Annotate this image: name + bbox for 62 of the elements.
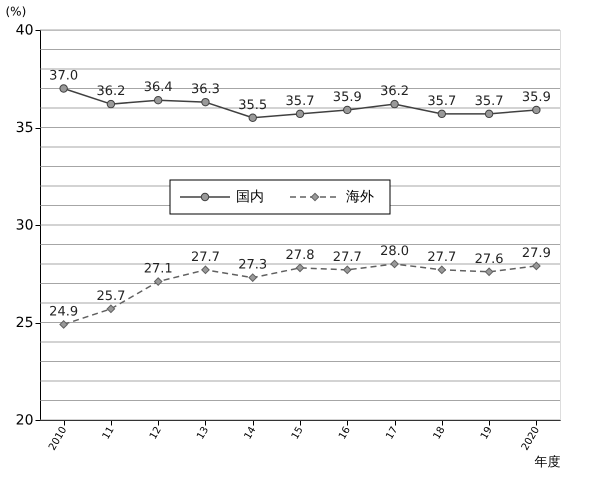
x-tick-label: 19 [478,425,495,442]
y-tick-label: 25 [16,315,34,331]
point [390,260,399,268]
legend-label: 国内 [236,189,264,205]
point [343,266,352,274]
y-axis-title: (%) [6,4,26,18]
data-label: 35.9 [522,90,551,105]
point [106,304,116,314]
point [438,266,446,274]
x-tick-label: 12 [148,425,164,442]
data-label: 25.7 [96,288,126,304]
point [154,96,162,104]
data-label: 28.0 [380,244,410,259]
data-label: 36.2 [96,84,126,100]
point [59,84,68,93]
point [201,98,210,106]
point [201,266,210,274]
y-tick-label: 35 [16,120,34,136]
legend-label: 海外 [346,189,374,205]
data-label: 35.7 [427,94,456,109]
data-label: 35.7 [286,94,314,109]
x-tick-label: 18 [432,425,448,442]
data-label: 37.0 [49,68,78,84]
point [390,100,399,108]
data-label: 27.3 [238,258,268,273]
x-tick-label: 15 [290,425,306,442]
point [343,106,352,114]
data-label: 36.4 [144,80,173,96]
point [248,273,257,282]
point [296,110,304,118]
x-axis-title: 年度 [534,454,560,470]
data-label: 27.7 [190,250,220,265]
data-label: 35.9 [332,90,362,105]
x-tick-label: 14 [242,425,258,442]
x-tick-label: 13 [195,425,212,442]
data-label: 35.5 [238,98,268,113]
y-tick-label: 30 [16,218,34,234]
data-label: 27.8 [286,248,314,263]
point [484,110,494,118]
point [154,277,162,286]
point [532,262,541,270]
x-tick-label: 11 [100,425,117,442]
point [59,320,68,329]
point [532,106,541,114]
data-label: 27.9 [522,246,551,261]
data-label: 36.2 [380,84,410,100]
data-label: 27.7 [427,250,456,265]
point [296,264,304,272]
y-tick-label: 40 [16,22,34,38]
data-label: 27.1 [144,262,173,277]
data-label: 27.7 [332,250,362,265]
x-tick-label: 17 [384,425,400,442]
y-tick-label: 20 [16,412,34,428]
data-label: 24.9 [49,304,78,320]
point [484,268,494,276]
point [106,100,116,108]
point [438,110,446,118]
point [248,114,257,122]
data-label: 36.3 [190,82,220,98]
data-label: 35.7 [474,94,504,109]
x-tick-label: 16 [337,425,353,442]
data-label: 27.6 [474,252,504,267]
